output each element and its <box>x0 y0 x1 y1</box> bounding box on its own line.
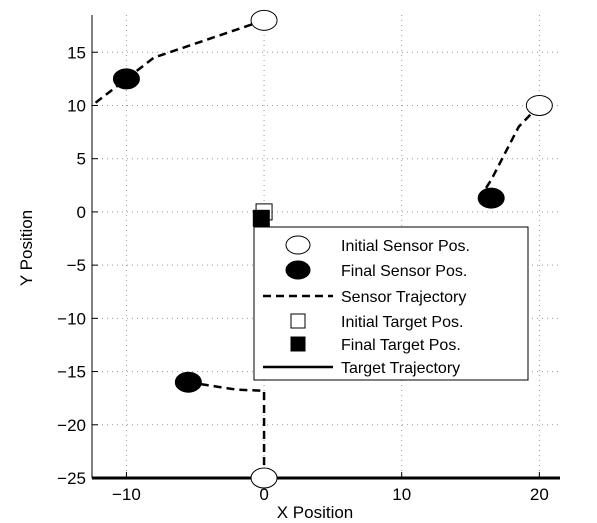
sensor-trajectory-2 <box>188 380 266 478</box>
legend-final-target-label: Final Target Pos. <box>341 337 461 354</box>
final-sensor-marker-1 <box>477 187 505 209</box>
legend-final-sensor-marker <box>285 260 311 280</box>
y-tick-label-6: 5 <box>77 150 86 169</box>
legend-sensor-trajectory-label: Sensor Trajectory <box>341 289 466 306</box>
x-axis-title: X Position <box>277 503 354 522</box>
legend: Initial Sensor Pos. Final Sensor Pos. Se… <box>253 226 529 381</box>
x-tick-label-2: 10 <box>392 485 411 504</box>
initial-sensor-marker-1 <box>525 94 553 116</box>
y-axis-title: Y Position <box>17 210 36 286</box>
legend-initial-target-label: Initial Target Pos. <box>341 314 463 331</box>
legend-final-sensor-label: Final Sensor Pos. <box>341 263 467 280</box>
final-sensor-marker-2 <box>174 371 202 393</box>
plot-area <box>91 9 560 489</box>
x-tick-label-0: −10 <box>112 485 141 504</box>
y-tick-label-4: −5 <box>67 256 86 275</box>
y-tick-label-8: 15 <box>67 43 86 62</box>
legend-target-trajectory-label: Target Trajectory <box>341 360 460 377</box>
legend-initial-sensor-label: Initial Sensor Pos. <box>341 238 470 255</box>
final-target-marker-0 <box>252 209 270 227</box>
initial-sensor-marker-0 <box>250 9 278 31</box>
initial-sensor-marker-2 <box>250 467 278 489</box>
x-tick-label-3: 20 <box>530 485 549 504</box>
y-tick-label-7: 10 <box>67 96 86 115</box>
x-tick-label-1: 0 <box>259 485 268 504</box>
legend-initial-sensor-marker <box>285 235 311 255</box>
legend-initial-target-marker <box>290 313 306 329</box>
y-tick-label-3: −10 <box>57 309 86 328</box>
y-tick-label-2: −15 <box>57 363 86 382</box>
sensor-trajectory-0 <box>91 19 265 107</box>
final-sensor-marker-0 <box>112 68 140 90</box>
sensor-trajectory-1 <box>483 104 541 192</box>
ticks: −10 0 10 20 −25 −20 −15 −10 −5 0 5 10 15 <box>57 43 549 504</box>
y-tick-label-5: 0 <box>77 203 86 222</box>
legend-final-target-marker <box>290 336 306 352</box>
y-tick-label-0: −25 <box>57 469 86 488</box>
y-tick-label-1: −20 <box>57 416 86 435</box>
